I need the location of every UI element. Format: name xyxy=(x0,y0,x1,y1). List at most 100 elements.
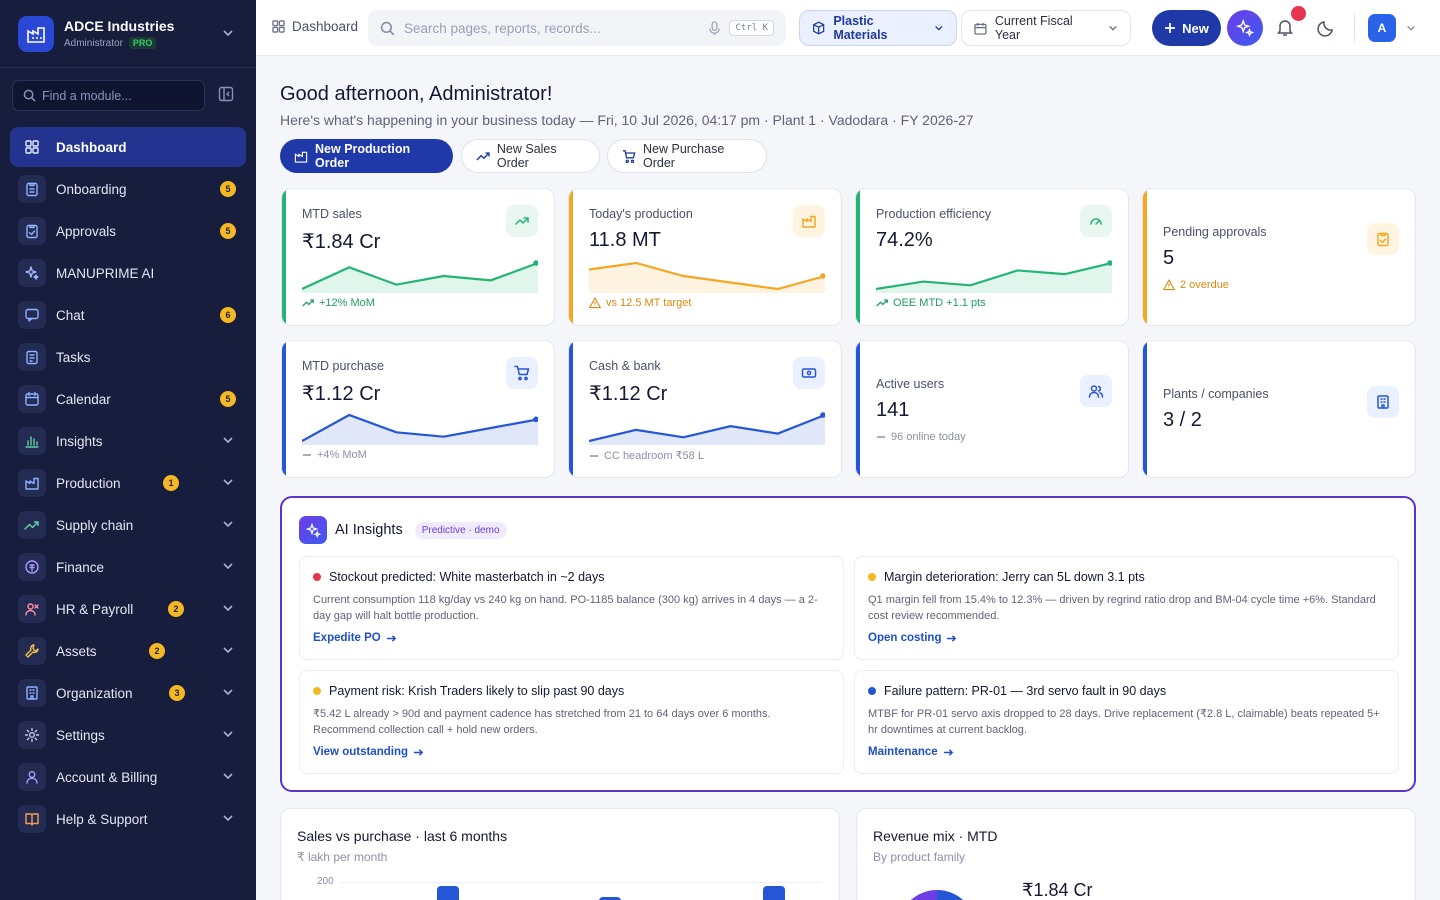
new-purchase-order-button[interactable]: New Purchase Order xyxy=(607,139,767,173)
user-icon xyxy=(18,595,46,623)
kpi-title: Today's production xyxy=(589,207,693,221)
avatar[interactable]: A xyxy=(1368,14,1396,42)
kpi-card-production-efficiency[interactable]: Production efficiency 74.2% OEE MTD +1.1 p… xyxy=(855,188,1129,326)
kpi-value: 11.8 MT xyxy=(589,229,661,251)
severity-dot xyxy=(313,687,321,695)
gauge-icon xyxy=(1080,205,1112,237)
ai-insights-chip: Predictive · demo xyxy=(414,521,507,539)
insight-action-link[interactable]: View outstanding xyxy=(313,746,424,758)
insight-body: Current consumption 118 kg/day vs 240 kg… xyxy=(313,594,818,622)
insight-card: Margin deterioration: Jerry can 5L down … xyxy=(854,556,1399,660)
sidebar-item-label: Help & Support xyxy=(56,811,148,827)
sidebar-item-calendar[interactable]: Calendar 5 xyxy=(10,379,246,419)
sidebar-item-onboarding[interactable]: Onboarding 5 xyxy=(10,169,246,209)
sparkline-line xyxy=(589,413,825,443)
chevron-down-icon xyxy=(1109,25,1117,31)
nav-count-badge: 3 xyxy=(169,685,185,701)
grid-icon xyxy=(272,20,285,33)
sidebar-item-supply-chain[interactable]: Supply chain xyxy=(10,505,246,545)
sidebar-item-label: Approvals xyxy=(56,223,117,239)
pro-badge: PRO xyxy=(128,37,157,49)
sparkline-point xyxy=(533,260,538,266)
sidebar-item-assets[interactable]: Assets 2 xyxy=(10,631,246,671)
sidebar-item-label: Settings xyxy=(56,727,105,743)
new-purchase-order-label: New Purchase Order xyxy=(643,142,725,170)
new-sales-order-button[interactable]: New Sales Order xyxy=(461,139,600,173)
arrow-right-icon xyxy=(413,748,424,756)
kpi-title: Pending approvals xyxy=(1163,225,1267,239)
calendar-icon xyxy=(18,385,46,413)
insight-title: Stockout predicted: White masterbatch in… xyxy=(329,570,605,584)
new-button[interactable]: New xyxy=(1152,10,1221,46)
sidebar-item-label: MANUPRIME AI xyxy=(56,265,155,281)
shortcut-hint: Ctrl K xyxy=(729,20,774,36)
material-label: Plastic Materials xyxy=(833,14,888,42)
sidebar-item-hr-payroll[interactable]: HR & Payroll 2 xyxy=(10,589,246,629)
sidebar-item-tasks[interactable]: Tasks xyxy=(10,337,246,377)
kpi-card-cash-bank[interactable]: Cash & bank ₹1.12 Cr CC headroom ₹58 L xyxy=(568,340,842,478)
nav-count-badge: 2 xyxy=(168,601,184,617)
sidebar-collapse-icon[interactable] xyxy=(218,86,234,102)
period-selector[interactable]: Current Fiscal Year xyxy=(961,10,1131,46)
sparkline-line xyxy=(302,413,538,442)
sidebar-item-insights[interactable]: Insights xyxy=(10,421,246,461)
page-title: Good afternoon, Administrator! xyxy=(280,83,553,105)
brand-switcher[interactable]: ADCE Industries Administrator PRO xyxy=(0,0,256,68)
chevron-down-icon xyxy=(223,563,233,570)
chevron-down-icon xyxy=(935,25,943,31)
coin-icon xyxy=(18,553,46,581)
kpi-card-today-s-production[interactable]: Today's production 11.8 MT vs 12.5 MT targ… xyxy=(568,188,842,326)
factory-icon xyxy=(294,151,308,163)
sidebar-item-organization[interactable]: Organization 3 xyxy=(10,673,246,713)
search-icon xyxy=(23,89,36,102)
moon-icon[interactable] xyxy=(1317,19,1335,37)
sidebar-item-production[interactable]: Production 1 xyxy=(10,463,246,503)
global-search-input[interactable]: Search pages, reports, records... Ctrl K xyxy=(368,10,786,46)
insight-action-label: Open costing xyxy=(868,632,942,644)
nav-count-badge: 1 xyxy=(163,475,179,491)
sidebar-item-label: Supply chain xyxy=(56,517,134,533)
factory-icon xyxy=(793,205,825,237)
ai-assistant-button[interactable] xyxy=(1227,10,1263,46)
nav-count-badge: 5 xyxy=(220,391,236,407)
chevron-down-icon[interactable] xyxy=(1406,23,1416,33)
y-tick-label: 200 xyxy=(317,876,334,887)
sparkline-point xyxy=(533,416,538,423)
sidebar-item-dashboard[interactable]: Dashboard xyxy=(10,127,246,167)
material-selector[interactable]: Plastic Materials xyxy=(799,10,957,46)
module-search-input[interactable]: Find a module... xyxy=(12,80,205,111)
person-icon xyxy=(18,763,46,791)
insight-action-link[interactable]: Expedite PO xyxy=(313,632,397,644)
bell-icon[interactable] xyxy=(1275,17,1295,37)
insight-action-link[interactable]: Open costing xyxy=(868,632,957,644)
breadcrumb[interactable]: Dashboard xyxy=(272,19,358,34)
kpi-footnote: vs 12.5 MT target xyxy=(606,297,692,309)
sparkline-area xyxy=(589,263,825,293)
nav-count-badge: 2 xyxy=(149,643,165,659)
sidebar-item-manuprime-ai[interactable]: MANUPRIME AI xyxy=(10,253,246,293)
nav-count-badge: 6 xyxy=(220,307,236,323)
kpi-footnote: +12% MoM xyxy=(319,297,375,309)
sidebar-item-account-billing[interactable]: Account & Billing xyxy=(10,757,246,797)
sidebar-item-finance[interactable]: Finance xyxy=(10,547,246,587)
kpi-card-active-users[interactable]: Active users 141 96 online today xyxy=(855,340,1129,478)
trend-up-icon xyxy=(476,151,490,160)
chevron-down-icon xyxy=(223,479,233,486)
trend-icon xyxy=(18,511,46,539)
sidebar-item-label: Organization xyxy=(56,685,133,701)
kpi-card-mtd-sales[interactable]: MTD sales ₹1.84 Cr +12% MoM xyxy=(281,188,555,326)
microphone-icon[interactable] xyxy=(708,20,721,36)
sidebar-item-approvals[interactable]: Approvals 5 xyxy=(10,211,246,251)
dash-icon xyxy=(877,436,885,438)
kpi-card-pending-approvals[interactable]: Pending approvals 5 2 overdue xyxy=(1142,188,1416,326)
insight-action-link[interactable]: Maintenance xyxy=(868,746,954,758)
building-icon xyxy=(18,679,46,707)
insight-card: Stockout predicted: White masterbatch in… xyxy=(299,556,844,660)
sidebar-item-chat[interactable]: Chat 6 xyxy=(10,295,246,335)
sidebar-item-help-support[interactable]: Help & Support xyxy=(10,799,246,839)
kpi-card-mtd-purchase[interactable]: MTD purchase ₹1.12 Cr +4% MoM xyxy=(281,340,555,478)
insight-card: Payment risk: Krish Traders likely to sl… xyxy=(299,670,844,774)
sidebar-item-settings[interactable]: Settings xyxy=(10,715,246,755)
kpi-card-plants-companies[interactable]: Plants / companies 3 / 2 xyxy=(1142,340,1416,478)
new-production-order-button[interactable]: New Production Order xyxy=(280,139,453,173)
